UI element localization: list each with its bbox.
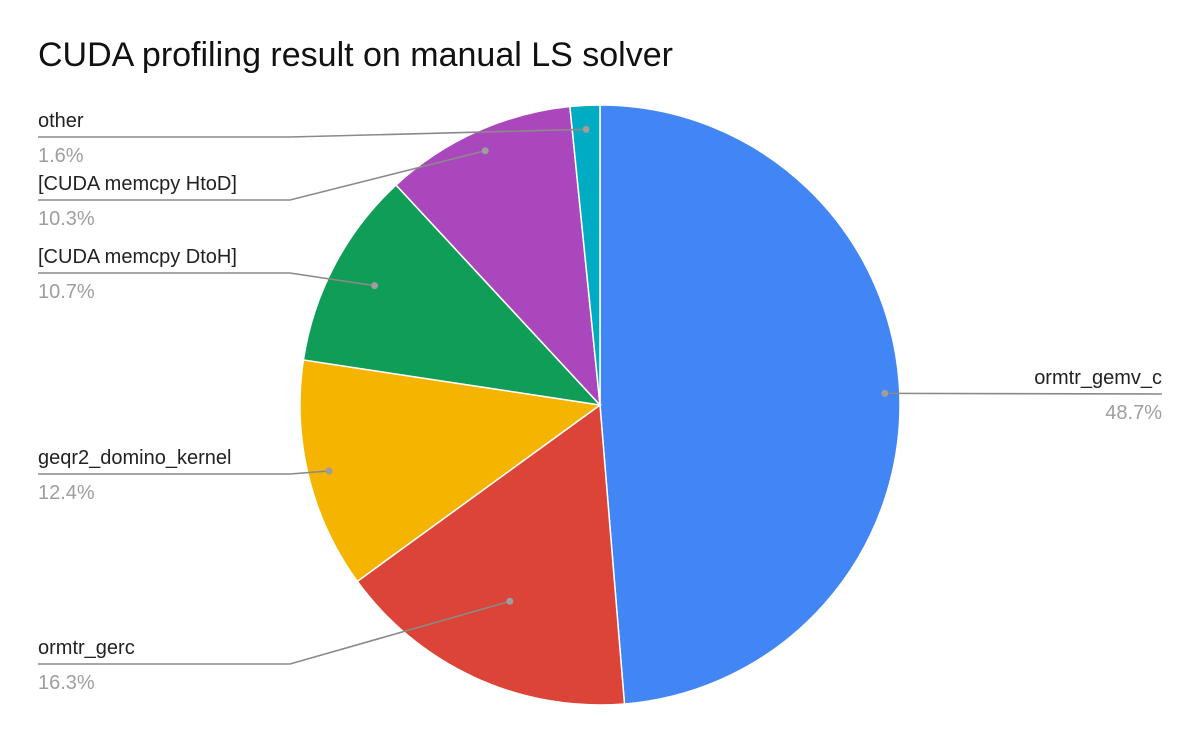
slice-label-ormtr-gemv-c: ormtr_gemv_c <box>1034 367 1162 389</box>
slice-value-cuda-memcpy-dtoh: 10.7% <box>38 281 95 303</box>
pie-slice-other <box>569 104 601 406</box>
chart-title: CUDA profiling result on manual LS solve… <box>38 36 673 74</box>
leader-dot-ormtr-gerc <box>506 597 514 605</box>
slice-value-geqr2-domino-kernel: 12.4% <box>38 482 95 504</box>
leader-line-cuda-memcpy-htod <box>38 149 486 201</box>
slice-value-ormtr-gerc: 16.3% <box>38 672 95 694</box>
leader-dot-ormtr-gemv-c <box>881 389 889 397</box>
slice-value-other: 1.6% <box>38 145 84 167</box>
leader-dot-other <box>582 125 590 133</box>
leader-line-cuda-memcpy-dtoh <box>38 272 375 287</box>
slice-label-cuda-memcpy-dtoh: [CUDA memcpy DtoH] <box>38 246 237 268</box>
slice-value-cuda-memcpy-htod: 10.3% <box>38 208 95 230</box>
leader-line-ormtr-gemv-c <box>884 392 1163 395</box>
leader-line-geqr2-domino-kernel <box>38 470 329 475</box>
slice-label-cuda-memcpy-htod: [CUDA memcpy HtoD] <box>38 173 237 195</box>
leader-line-ormtr-gerc <box>38 600 511 665</box>
slice-value-ormtr-gemv-c: 48.7% <box>1105 402 1162 424</box>
leader-dot-cuda-memcpy-htod <box>481 147 489 155</box>
leader-line-other <box>38 128 587 138</box>
pie-slice-geqr2-domino-kernel <box>299 359 602 583</box>
slice-label-other: other <box>38 110 84 132</box>
slice-label-geqr2-domino-kernel: geqr2_domino_kernel <box>38 447 231 469</box>
pie-slice-ormtr-gemv-c <box>599 104 901 705</box>
pie-slice-ormtr-gerc <box>356 403 626 706</box>
leader-dot-geqr2-domino-kernel <box>325 467 333 475</box>
leader-dot-cuda-memcpy-dtoh <box>371 282 379 290</box>
pie-slice-cuda-memcpy-dtoh <box>302 183 603 407</box>
slice-label-ormtr-gerc: ormtr_gerc <box>38 637 135 659</box>
